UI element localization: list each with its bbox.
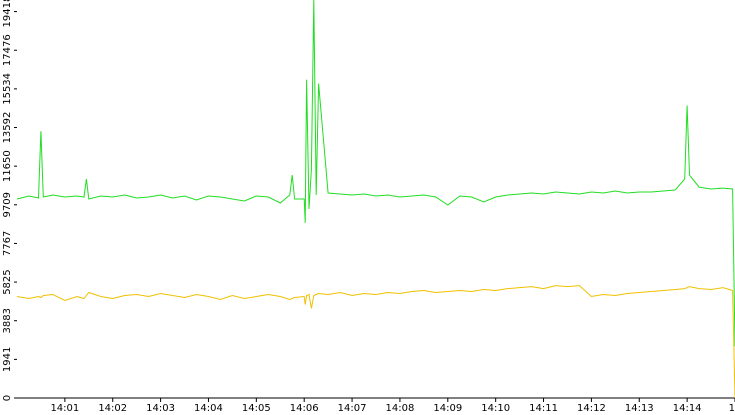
y-tick-label: 17476 <box>2 34 13 66</box>
series-line <box>16 0 735 347</box>
x-tick-label: 14:02 <box>98 403 127 414</box>
y-tick-label: 15534 <box>2 73 13 105</box>
y-tick-label: 9709 <box>2 192 13 217</box>
x-tick-label: 14:05 <box>242 403 271 414</box>
y-tick-label: 1941 <box>2 347 13 372</box>
x-tick-label: 14:09 <box>433 403 462 414</box>
x-tick-label: 14:01 <box>50 403 79 414</box>
x-tick-label: 14:04 <box>194 403 223 414</box>
x-tick-label: 14:12 <box>577 403 606 414</box>
y-tick-label: 5825 <box>2 269 13 294</box>
y-tick-label: 0 <box>2 395 13 401</box>
x-tick-label: 14:14 <box>673 403 702 414</box>
y-tick-label: 11650 <box>2 150 13 182</box>
x-tick-label: 14:06 <box>290 403 319 414</box>
x-tick-label: 14:08 <box>386 403 415 414</box>
x-tick-label: 14:13 <box>625 403 654 414</box>
x-tick-label: 14:11 <box>529 403 558 414</box>
y-tick-label: 13592 <box>2 112 13 144</box>
y-tick-label: 19418 <box>2 0 13 27</box>
y-tick-label: 3883 <box>2 308 13 333</box>
x-tick-label: 14 <box>729 403 735 414</box>
series-line <box>16 285 735 399</box>
x-tick-label: 14:10 <box>481 403 510 414</box>
y-tick-label: 7767 <box>2 231 13 256</box>
x-tick-label: 14:07 <box>338 403 367 414</box>
x-tick-label: 14:03 <box>146 403 175 414</box>
